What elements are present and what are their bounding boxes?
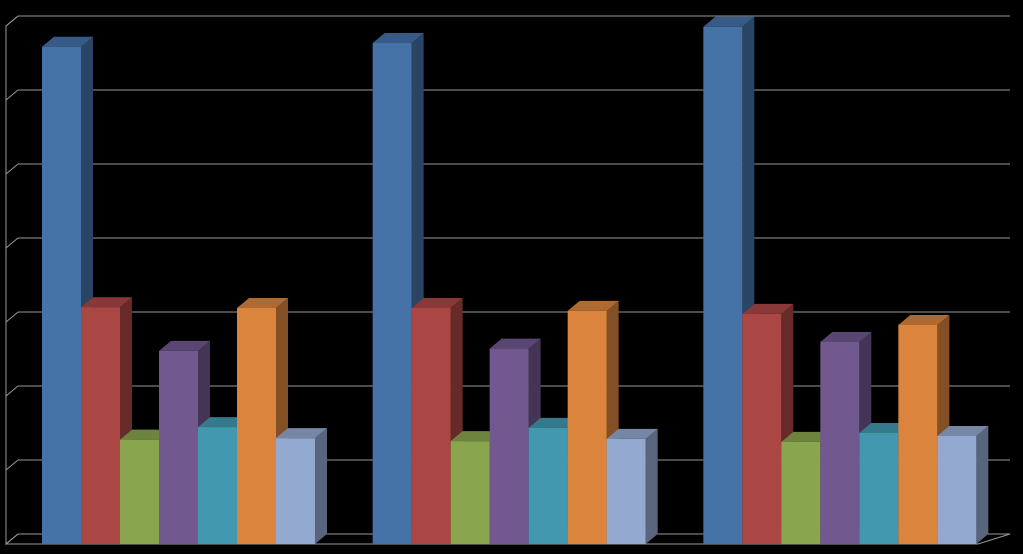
- bar-top: [781, 431, 833, 442]
- bar: [528, 427, 568, 544]
- bar-top: [276, 428, 327, 439]
- bar-top: [120, 429, 171, 440]
- bar: [742, 313, 782, 544]
- bar: [198, 427, 237, 544]
- bar: [120, 439, 159, 544]
- bar-top: [372, 33, 424, 44]
- bar: [781, 441, 821, 544]
- bar: [937, 435, 977, 544]
- bar-top: [567, 300, 619, 311]
- bar-top: [411, 297, 463, 308]
- bar: [276, 438, 315, 544]
- bar: [411, 307, 451, 544]
- bar: [42, 46, 81, 544]
- bar-side: [315, 428, 327, 544]
- bar-side: [645, 428, 658, 544]
- bar-top: [606, 428, 658, 439]
- bar: [859, 433, 899, 544]
- tick-mark: [5, 533, 19, 545]
- bar: [898, 324, 938, 544]
- bar-top: [42, 36, 93, 47]
- bar-top: [159, 340, 210, 351]
- bar: [159, 350, 198, 544]
- bar-top: [528, 417, 580, 428]
- bar-top: [237, 297, 288, 308]
- tick-mark: [5, 311, 19, 323]
- tick-mark: [5, 89, 19, 101]
- bar: [450, 441, 490, 544]
- bar-top: [198, 417, 249, 428]
- bar: [567, 310, 607, 544]
- bar: [820, 341, 860, 544]
- bar-top: [937, 425, 989, 436]
- bar-top: [742, 303, 794, 314]
- tick-mark: [5, 385, 19, 397]
- bar: [489, 348, 529, 544]
- bar-top: [898, 314, 950, 325]
- bar: [372, 43, 412, 545]
- bar: [81, 307, 120, 544]
- bar-side: [976, 425, 989, 544]
- bar: [237, 307, 276, 544]
- tick-mark: [5, 237, 19, 249]
- bar-top: [489, 338, 541, 349]
- tick-mark: [5, 163, 19, 175]
- bar-top: [703, 16, 755, 27]
- bar-top: [820, 331, 872, 342]
- tick-mark: [5, 459, 19, 471]
- bar: [703, 26, 743, 545]
- bar: [606, 438, 646, 544]
- bar-top: [859, 423, 911, 433]
- tick-mark: [5, 15, 19, 27]
- bar-top: [450, 431, 502, 442]
- bar-top: [81, 297, 132, 308]
